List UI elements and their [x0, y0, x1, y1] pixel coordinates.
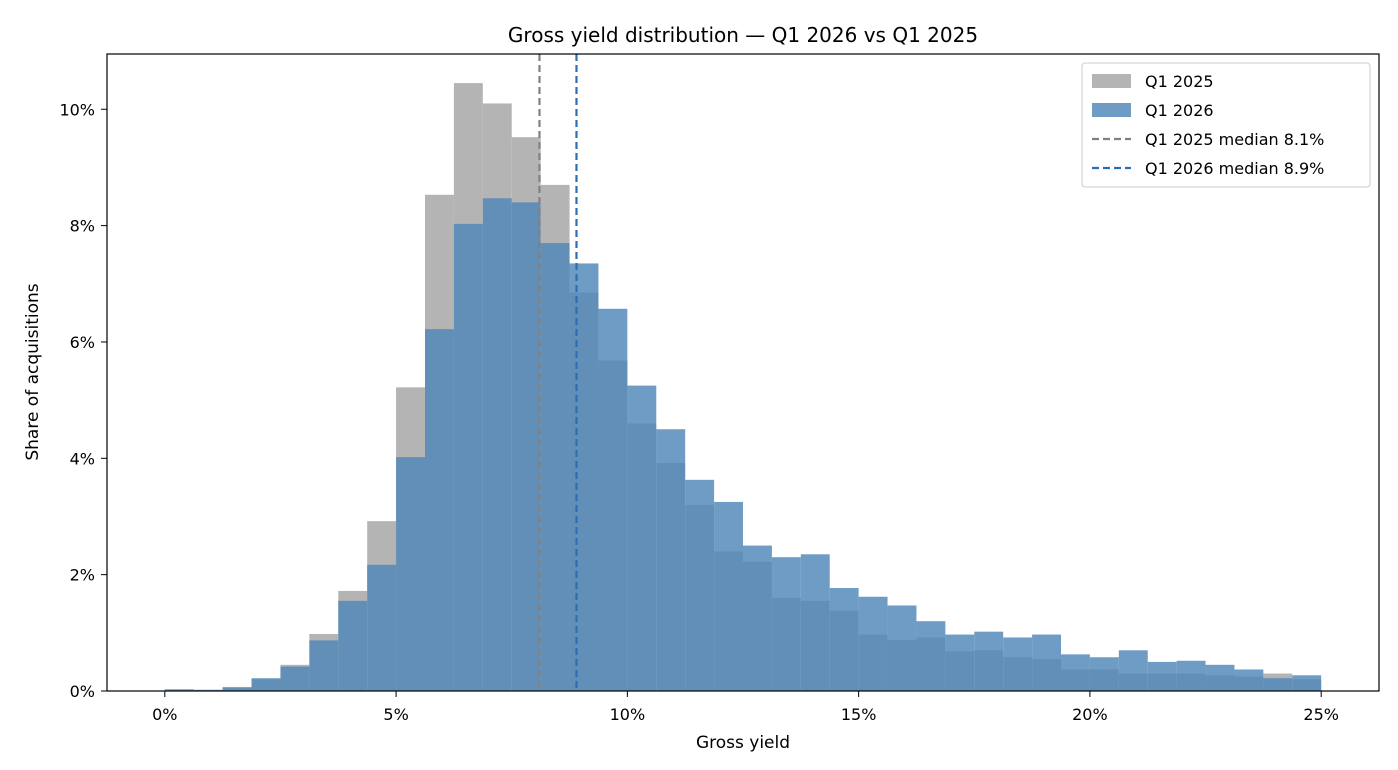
- bar-q1-2026-32: [1089, 657, 1119, 691]
- bar-q1-2026-33: [1118, 650, 1148, 691]
- legend-label: Q1 2026: [1145, 101, 1214, 120]
- bar-q1-2026-0: [164, 689, 194, 691]
- x-tick-label: 0%: [152, 705, 177, 724]
- bar-q1-2026-16: [627, 385, 657, 691]
- plot-frame: [106, 53, 1380, 692]
- bar-q1-2026-14: [569, 263, 599, 691]
- legend-label: Q1 2026 median 8.9%: [1145, 159, 1324, 178]
- bar-q1-2026-5: [309, 640, 339, 691]
- bar-q1-2026-15: [598, 308, 628, 691]
- x-axis-label: Gross yield: [696, 733, 790, 753]
- x-tick-label: 20%: [1072, 705, 1108, 724]
- y-tick-label: 8%: [70, 217, 95, 236]
- bar-q1-2026-23: [829, 588, 859, 691]
- bar-q1-2026-39: [1292, 675, 1322, 691]
- y-tick-label: 10%: [59, 100, 95, 119]
- median-lines: [538, 54, 578, 691]
- bar-q1-2026-22: [800, 554, 830, 691]
- legend-swatch: [1092, 74, 1131, 88]
- y-tick-label: 6%: [70, 333, 95, 352]
- bar-q1-2026-21: [771, 557, 801, 691]
- bar-q1-2026-36: [1205, 664, 1235, 691]
- y-axis-label: Share of acquisitions: [23, 283, 43, 460]
- bar-q1-2026-3: [251, 678, 281, 691]
- x-tick-label: 10%: [610, 705, 646, 724]
- bar-q1-2026-34: [1147, 661, 1177, 691]
- bar-q1-2026-2: [222, 687, 252, 691]
- y-axis-ticks: 0% 2% 4% 6% 8% 10%: [59, 100, 107, 701]
- legend-swatch: [1092, 103, 1131, 117]
- y-tick-label: 0%: [70, 682, 95, 701]
- bar-q1-2026-24: [858, 596, 888, 691]
- bar-q1-2026-31: [1061, 654, 1090, 691]
- bar-q1-2026-18: [685, 479, 715, 691]
- bar-q1-2026-26: [916, 621, 946, 691]
- x-tick-label: 15%: [841, 705, 877, 724]
- x-tick-label: 25%: [1303, 705, 1339, 724]
- bar-q1-2026-37: [1234, 669, 1264, 691]
- legend-label: Q1 2025: [1145, 72, 1214, 91]
- bar-q1-2026-12: [511, 202, 541, 691]
- bar-q1-2026-11: [482, 198, 512, 691]
- bar-q1-2026-25: [887, 605, 917, 691]
- x-axis-ticks: 0% 5% 10% 15% 20% 25%: [152, 691, 1339, 724]
- bar-q1-2026-27: [945, 634, 975, 691]
- legend: Q1 2025 Q1 2026 Q1 2025 median 8.1% Q1 2026…: [1081, 62, 1371, 188]
- bar-q1-2026-35: [1176, 660, 1206, 691]
- bar-q1-2026-9: [425, 329, 454, 691]
- bar-q1-2026-38: [1263, 678, 1293, 691]
- bar-q1-2026-13: [540, 243, 570, 691]
- bar-q1-2026-20: [743, 545, 772, 691]
- bar-q1-2026-17: [656, 429, 686, 691]
- bar-q1-2026-19: [714, 501, 743, 691]
- legend-label: Q1 2025 median 8.1%: [1145, 130, 1324, 149]
- legend-frame: [1081, 62, 1371, 188]
- bar-q1-2026-10: [453, 223, 483, 691]
- x-tick-label: 5%: [383, 705, 408, 724]
- y-tick-label: 2%: [70, 566, 95, 585]
- bar-q1-2026-8: [396, 457, 425, 691]
- bar-q1-2026-6: [338, 600, 368, 691]
- chart-title: Gross yield distribution — Q1 2026 vs Q1…: [508, 23, 978, 47]
- bar-q1-2026-7: [367, 564, 397, 691]
- bar-q1-2026-30: [1032, 634, 1061, 691]
- bar-q1-2026-4: [280, 666, 310, 691]
- y-tick-label: 4%: [70, 449, 95, 468]
- bar-q1-2026-29: [1003, 637, 1033, 691]
- series-q1-2026-bars: [164, 198, 1322, 691]
- bar-q1-2026-28: [974, 631, 1004, 691]
